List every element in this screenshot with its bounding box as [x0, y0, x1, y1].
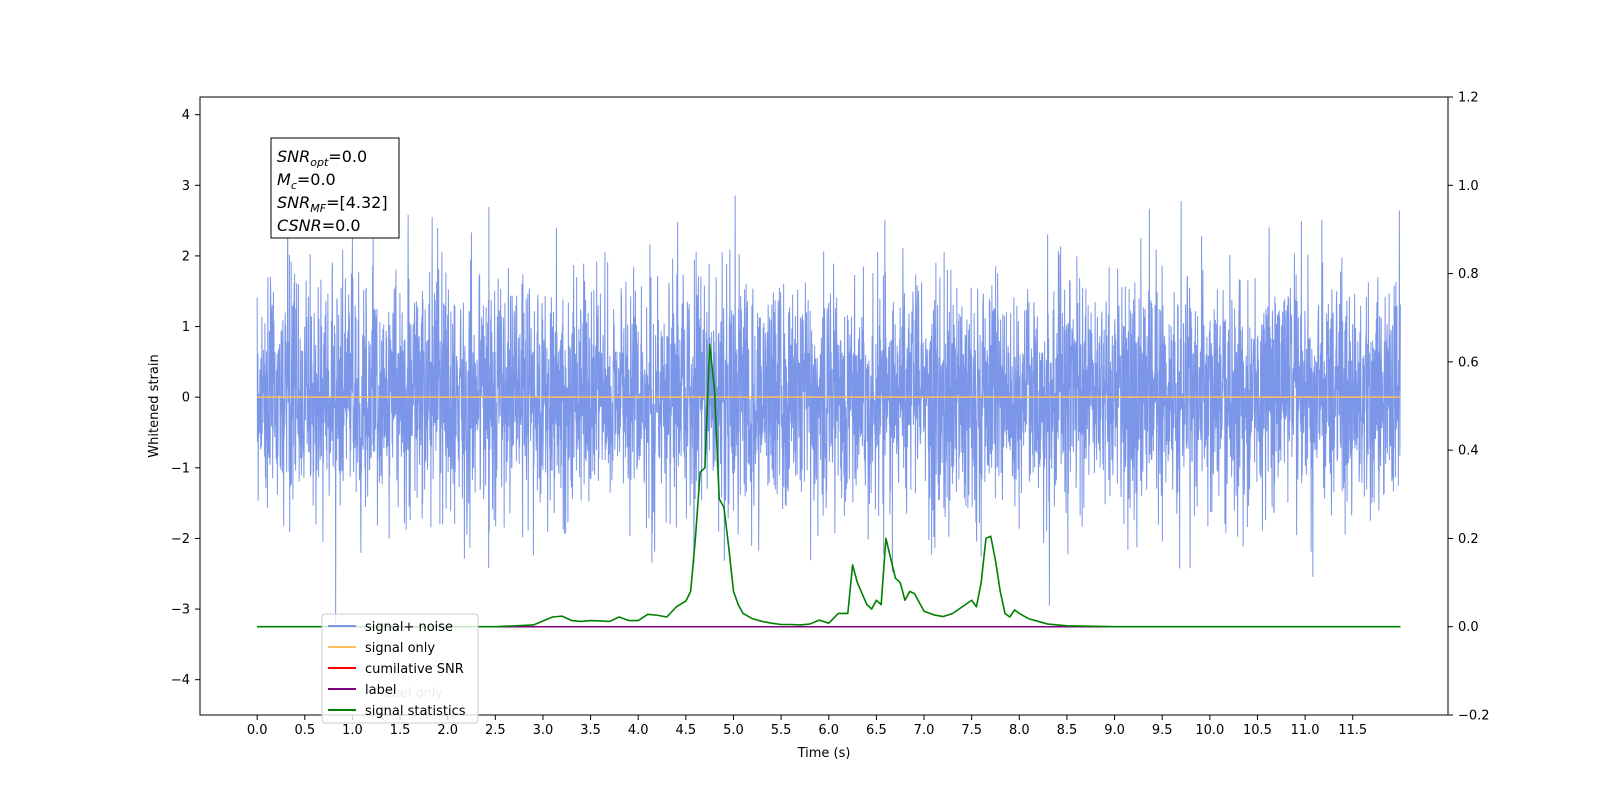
x-tick-label: 6.5: [866, 723, 887, 738]
x-tick-label: 3.0: [533, 723, 554, 738]
x-tick-label: 6.0: [818, 723, 839, 738]
x-tick-label: 0.0: [247, 723, 268, 738]
x-tick-label: 11.5: [1338, 723, 1367, 738]
series-signal-noise: [256, 184, 1401, 625]
y-tick-label: 0: [182, 391, 190, 406]
x-tick-label: 3.5: [580, 723, 601, 738]
x-tick-label: 9.0: [1104, 723, 1125, 738]
y-right-tick-label: −0.2: [1458, 709, 1490, 724]
x-tick-label: 8.0: [1009, 723, 1030, 738]
x-tick-label: 2.0: [437, 723, 458, 738]
legend-label: signal statistics: [365, 704, 466, 719]
legend-label: signal only: [365, 641, 435, 656]
legend-label: signal+ noise: [365, 620, 453, 635]
plot-frame: [199, 96, 1449, 716]
x-tick-label: 8.5: [1057, 723, 1078, 738]
y-right-tick-label: 0.4: [1458, 444, 1479, 459]
x-tick-label: 7.0: [914, 723, 935, 738]
y-tick-label: 1: [182, 320, 190, 335]
x-tick-label: 1.0: [342, 723, 363, 738]
x-tick-label: 1.5: [390, 723, 411, 738]
legend-label: label: [365, 683, 396, 698]
y-right-tick-label: 0.0: [1458, 620, 1479, 635]
annotation-line: Mc=0.0: [277, 170, 336, 192]
legend-frame: [321, 613, 479, 724]
x-tick-label: 10.0: [1195, 723, 1224, 738]
y-tick-label: −3: [171, 603, 190, 618]
y-tick-label: −1: [171, 461, 190, 476]
y-tick-label: 2: [182, 249, 190, 264]
y-right-tick-label: 1.2: [1458, 91, 1479, 106]
y-right-tick-label: 1.0: [1458, 179, 1479, 194]
y-tick-label: 4: [182, 108, 190, 123]
y-tick-label: 3: [182, 179, 190, 194]
x-tick-label: 5.0: [723, 723, 744, 738]
y-tick-label: −4: [171, 673, 190, 688]
series-signal-statistics: [257, 343, 1401, 628]
x-axis-label: Time (s): [797, 746, 851, 761]
y-tick-label: −2: [171, 532, 190, 547]
annotation-frame: [270, 137, 400, 239]
x-tick-label: 5.5: [771, 723, 792, 738]
x-tick-label: 7.5: [961, 723, 982, 738]
x-tick-label: 11.0: [1291, 723, 1320, 738]
y-right-tick-label: 0.2: [1458, 532, 1479, 547]
annotation-line: SNRMF=[4.32]: [277, 193, 388, 215]
legend-label: cumilative SNR: [365, 662, 464, 677]
y-axis-label: Whitened strain: [147, 354, 162, 457]
annotation-line: CSNR=0.0: [277, 216, 361, 235]
annotation-line: SNRopt=0.0: [277, 147, 367, 169]
x-tick-label: 4.0: [628, 723, 649, 738]
x-tick-label: 9.5: [1152, 723, 1173, 738]
x-tick-label: 4.5: [676, 723, 697, 738]
x-tick-label: 10.5: [1243, 723, 1272, 738]
y-right-tick-label: 0.6: [1458, 355, 1479, 370]
y-right-tick-label: 0.8: [1458, 267, 1479, 282]
x-tick-label: 0.5: [294, 723, 315, 738]
x-tick-label: 2.5: [485, 723, 506, 738]
